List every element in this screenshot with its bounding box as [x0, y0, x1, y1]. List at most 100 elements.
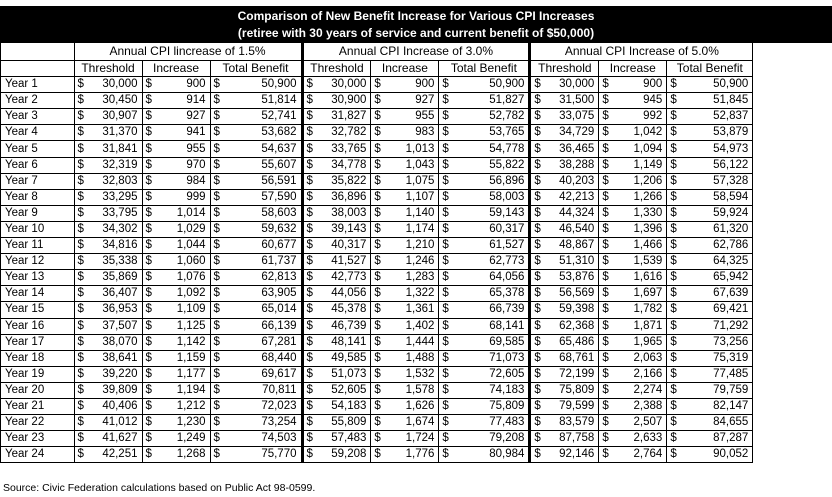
currency-sign: $	[598, 221, 609, 239]
currency-sign: $	[210, 173, 220, 190]
currency-sign: $	[370, 237, 381, 255]
value-cell: 1,488	[380, 350, 440, 367]
value-cell: 30,900	[312, 92, 372, 110]
value-cell: 42,773	[312, 269, 372, 287]
currency-sign: $	[438, 237, 449, 255]
value-cell: 900	[152, 76, 211, 94]
currency-sign: $	[529, 173, 541, 190]
currency-sign: $	[598, 318, 609, 335]
currency-sign: $	[598, 173, 609, 190]
currency-sign: $	[438, 285, 449, 303]
currency-sign: $	[142, 140, 152, 158]
currency-sign: $	[210, 108, 220, 126]
currency-sign: $	[302, 92, 313, 110]
table-row: Year 17 $38,070 $1,142 $67,281 $48,141 $1,444…	[1, 334, 754, 351]
currency-sign: $	[370, 366, 381, 383]
table-row: Year 19 $39,220 $1,177 $69,617 $51,073 $1,532…	[1, 366, 754, 383]
value-cell: 46,540	[540, 221, 600, 239]
year-label: Year 20	[1, 382, 75, 399]
currency-sign: $	[598, 76, 609, 94]
currency-sign: $	[74, 382, 84, 399]
value-cell: 54,637	[220, 140, 304, 158]
value-cell: 55,822	[448, 157, 532, 174]
currency-sign: $	[598, 398, 609, 416]
value-cell: 46,739	[312, 318, 372, 335]
value-cell: 36,407	[84, 285, 143, 303]
table-row: Year 23 $41,627 $1,249 $74,503 $57,483 $1,724…	[1, 430, 754, 448]
currency-sign: $	[529, 350, 541, 367]
currency-sign: $	[438, 301, 449, 319]
currency-sign: $	[370, 205, 381, 222]
value-cell: 62,773	[448, 253, 532, 271]
currency-sign: $	[598, 382, 609, 399]
value-cell: 40,317	[312, 237, 372, 255]
group-header: Annual CPI Increase of 3.0%	[302, 43, 532, 61]
currency-sign: $	[302, 301, 313, 319]
currency-sign: $	[370, 140, 381, 158]
value-cell: 69,617	[220, 366, 304, 383]
value-cell: 44,324	[540, 205, 600, 222]
value-cell: 941	[152, 124, 211, 142]
currency-sign: $	[598, 350, 609, 367]
value-cell: 30,907	[84, 108, 143, 126]
currency-sign: $	[210, 157, 220, 174]
column-header: Threshold	[302, 60, 372, 78]
currency-sign: $	[438, 157, 449, 174]
value-cell: 50,900	[448, 76, 532, 94]
value-cell: 84,655	[676, 414, 754, 432]
table-row: Year 5 $31,841 $955 $54,637 $33,765 $1,013 $54…	[1, 140, 754, 158]
value-cell: 58,003	[448, 189, 532, 206]
year-label: Year 6	[1, 157, 75, 174]
currency-sign: $	[210, 221, 220, 239]
currency-sign: $	[666, 430, 677, 448]
currency-sign: $	[666, 108, 677, 126]
value-cell: 39,809	[84, 382, 143, 399]
value-cell: 54,973	[676, 140, 754, 158]
year-label: Year 7	[1, 173, 75, 190]
currency-sign: $	[370, 382, 381, 399]
value-cell: 38,070	[84, 334, 143, 351]
currency-sign: $	[210, 446, 220, 464]
year-label: Year 11	[1, 237, 75, 255]
currency-sign: $	[74, 221, 84, 239]
currency-sign: $	[438, 205, 449, 222]
value-cell: 40,406	[84, 398, 143, 416]
value-cell: 1,871	[608, 318, 668, 335]
table-row: Year 13 $35,869 $1,076 $62,813 $42,773 $1,283…	[1, 269, 754, 287]
currency-sign: $	[529, 237, 541, 255]
value-cell: 57,483	[312, 430, 372, 448]
currency-sign: $	[529, 253, 541, 271]
value-cell: 970	[152, 157, 211, 174]
currency-sign: $	[302, 253, 313, 271]
currency-sign: $	[210, 124, 220, 142]
value-cell: 75,809	[448, 398, 532, 416]
title-line-2: (retiree with 30 years of service and cu…	[237, 26, 595, 40]
currency-sign: $	[438, 430, 449, 448]
value-cell: 50,900	[676, 76, 754, 94]
value-cell: 1,402	[380, 318, 440, 335]
value-cell: 1,109	[152, 301, 211, 319]
table-row: Year 6 $32,319 $970 $55,607 $34,778 $1,043 $55…	[1, 157, 754, 174]
currency-sign: $	[438, 414, 449, 432]
column-header: Increase	[142, 60, 211, 78]
value-cell: 39,220	[84, 366, 143, 383]
value-cell: 79,599	[540, 398, 600, 416]
value-cell: 79,759	[676, 382, 754, 399]
value-cell: 56,122	[676, 157, 754, 174]
value-cell: 40,203	[540, 173, 600, 190]
value-cell: 74,183	[448, 382, 532, 399]
value-cell: 57,328	[676, 173, 754, 190]
value-cell: 1,194	[152, 382, 211, 399]
currency-sign: $	[370, 253, 381, 271]
currency-sign: $	[598, 140, 609, 158]
currency-sign: $	[529, 221, 541, 239]
value-cell: 1,230	[152, 414, 211, 432]
table-title: Comparison of New Benefit Increase for V…	[0, 6, 832, 43]
currency-sign: $	[142, 382, 152, 399]
currency-sign: $	[438, 366, 449, 383]
currency-sign: $	[370, 157, 381, 174]
value-cell: 60,677	[220, 237, 304, 255]
currency-sign: $	[666, 124, 677, 142]
currency-sign: $	[74, 334, 84, 351]
table-row: Year 12 $35,338 $1,060 $61,737 $41,527 $1,246…	[1, 253, 754, 271]
